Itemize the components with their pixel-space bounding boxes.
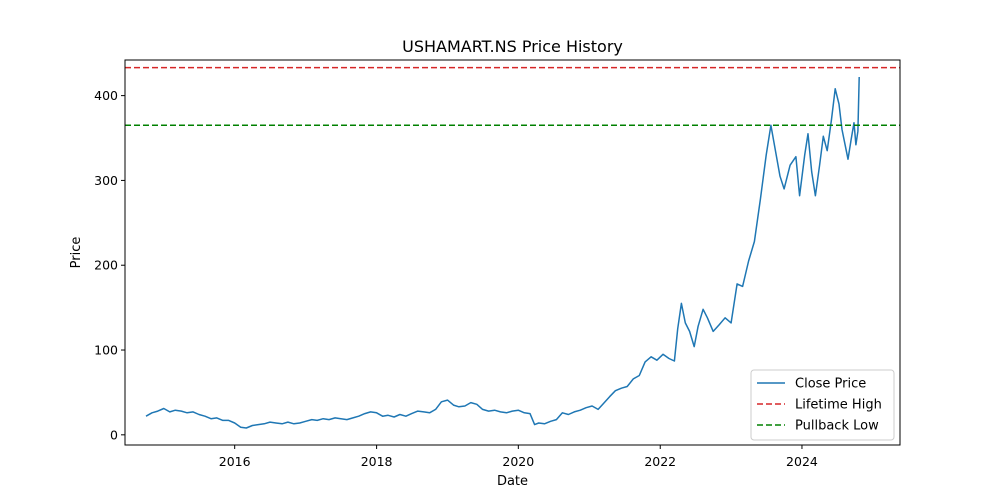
plot-area [124, 59, 901, 446]
y-tick-label: 100 [94, 343, 118, 358]
legend: Close Price Lifetime High Pullback Low [750, 369, 895, 441]
x-tick-label: 2024 [786, 454, 818, 469]
x-axis-label: Date [497, 474, 528, 489]
x-axis: 2016 2018 2020 2022 2024 [219, 445, 818, 469]
y-axis: 0 100 200 300 400 [94, 88, 125, 442]
legend-box [750, 369, 895, 441]
y-tick-label: 200 [94, 258, 118, 273]
x-tick-label: 2022 [644, 454, 676, 469]
y-tick-label: 300 [94, 173, 118, 188]
x-tick-label: 2020 [502, 454, 534, 469]
y-tick-label: 400 [94, 88, 118, 103]
plot-frame [124, 59, 901, 446]
x-tick-label: 2016 [219, 454, 251, 469]
legend-label: Close Price [795, 377, 866, 392]
chart-title: USHAMART.NS Price History [402, 37, 623, 56]
y-tick-label: 0 [110, 427, 118, 442]
legend-label: Lifetime High [795, 398, 882, 413]
series-line-close-price [145, 76, 860, 429]
legend-label: Pullback Low [795, 419, 879, 434]
y-axis-label: Price [69, 237, 84, 269]
x-tick-label: 2018 [361, 454, 393, 469]
